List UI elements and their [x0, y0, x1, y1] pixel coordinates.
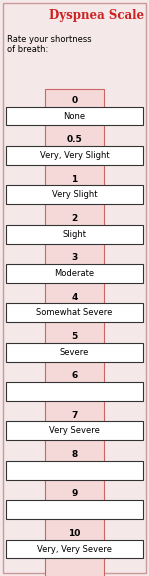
- FancyBboxPatch shape: [6, 264, 143, 283]
- Text: 1: 1: [71, 175, 78, 184]
- Text: 8: 8: [71, 450, 78, 459]
- FancyBboxPatch shape: [3, 3, 146, 573]
- Text: 4: 4: [71, 293, 78, 302]
- Text: None: None: [63, 112, 86, 120]
- Text: Very Slight: Very Slight: [52, 190, 97, 199]
- Text: Dyspnea Scale: Dyspnea Scale: [49, 9, 145, 22]
- Text: Very, Very Slight: Very, Very Slight: [40, 151, 109, 160]
- FancyBboxPatch shape: [45, 89, 104, 576]
- FancyBboxPatch shape: [6, 461, 143, 480]
- Text: Rate your shortness
of breath:: Rate your shortness of breath:: [7, 35, 92, 54]
- Text: 7: 7: [71, 411, 78, 420]
- FancyBboxPatch shape: [6, 107, 143, 126]
- Text: 2: 2: [71, 214, 78, 223]
- Text: 6: 6: [71, 372, 78, 380]
- Text: 10: 10: [68, 529, 81, 538]
- Text: Very Severe: Very Severe: [49, 426, 100, 435]
- FancyBboxPatch shape: [6, 225, 143, 244]
- FancyBboxPatch shape: [6, 382, 143, 401]
- FancyBboxPatch shape: [6, 422, 143, 441]
- FancyBboxPatch shape: [6, 304, 143, 323]
- Text: 3: 3: [71, 253, 78, 262]
- FancyBboxPatch shape: [6, 500, 143, 519]
- Text: 0: 0: [71, 96, 78, 105]
- FancyBboxPatch shape: [6, 540, 143, 559]
- Text: Very, Very Severe: Very, Very Severe: [37, 544, 112, 554]
- Text: 0.5: 0.5: [67, 135, 82, 144]
- FancyBboxPatch shape: [6, 146, 143, 165]
- Text: Moderate: Moderate: [54, 269, 95, 278]
- Text: Somewhat Severe: Somewhat Severe: [36, 308, 113, 317]
- FancyBboxPatch shape: [6, 343, 143, 362]
- Text: Severe: Severe: [60, 348, 89, 357]
- Text: 5: 5: [71, 332, 78, 341]
- Text: 9: 9: [71, 490, 78, 498]
- FancyBboxPatch shape: [6, 185, 143, 204]
- Text: Slight: Slight: [62, 230, 87, 238]
